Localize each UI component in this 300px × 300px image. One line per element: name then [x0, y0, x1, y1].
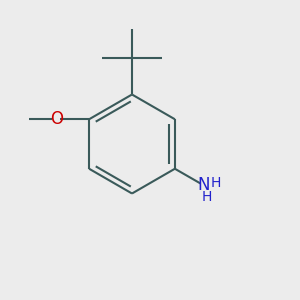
Text: H: H: [211, 176, 221, 190]
Text: N: N: [197, 176, 210, 194]
Text: H: H: [201, 190, 212, 204]
Text: O: O: [50, 110, 63, 128]
